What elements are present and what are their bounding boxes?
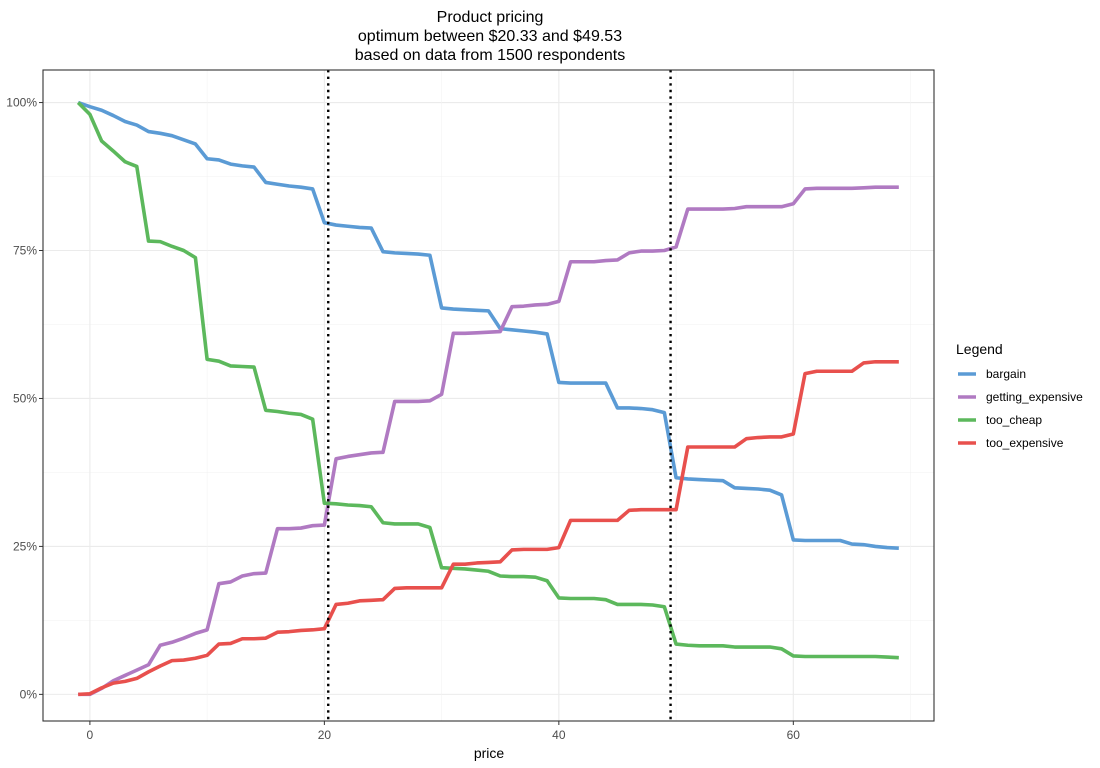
legend-label-bargain: bargain (986, 367, 1026, 381)
chart-subtitle-line-1: optimum between $20.33 and $49.53 (358, 28, 622, 45)
panel-border (42, 69, 935, 722)
series-line-getting-expensive (78, 185, 899, 697)
optimum-range-lines (327, 70, 672, 721)
x-tick-label: 40 (552, 728, 566, 742)
y-tick-label: 0% (20, 687, 38, 701)
chart-title: Product pricing (437, 9, 544, 26)
series-line-bargain (77, 100, 899, 550)
y-tick-label: 50% (13, 391, 37, 405)
chart-subtitle-line-2: based on data from 1500 respondents (355, 47, 625, 64)
x-tick-label: 20 (318, 728, 332, 742)
legend: Legend bargain getting_expensive too_cheap… (956, 341, 1083, 450)
x-tick-label: 60 (787, 728, 801, 742)
series-lines (76, 100, 899, 697)
legend-label-getting-expensive: getting_expensive (986, 390, 1083, 404)
y-tick-label: 75% (13, 244, 37, 258)
y-axis-ticks: 0% 25% 50% 75% 100% (6, 96, 43, 701)
y-tick-label: 100% (6, 96, 37, 110)
legend-label-too-expensive: too_expensive (986, 436, 1064, 450)
x-axis-title: price (474, 745, 505, 761)
legend-items: bargain getting_expensive too_cheap too_exp… (958, 367, 1083, 450)
legend-title: Legend (956, 341, 1003, 357)
series-line-too-expensive (78, 359, 899, 697)
legend-label-too-cheap: too_cheap (986, 413, 1042, 427)
x-axis-ticks: 0 20 40 60 (87, 721, 801, 742)
series-line-too-cheap (76, 101, 899, 660)
x-tick-label: 0 (87, 728, 94, 742)
y-tick-label: 25% (13, 539, 37, 553)
grid (43, 70, 934, 721)
